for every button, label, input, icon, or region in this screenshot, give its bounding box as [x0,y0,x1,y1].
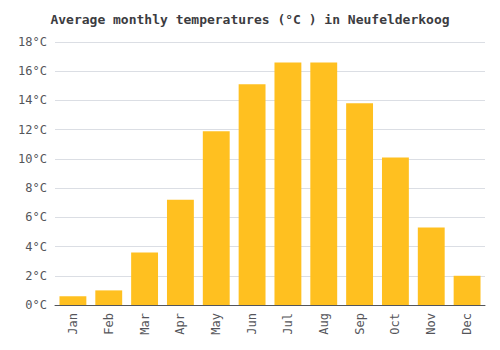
svg-text:10°C: 10°C [18,152,47,166]
svg-text:Apr: Apr [173,313,187,335]
svg-text:Mar: Mar [138,313,152,335]
svg-text:Sep: Sep [353,313,367,335]
svg-text:May: May [209,313,223,335]
svg-text:12°C: 12°C [18,123,47,137]
svg-text:Nov: Nov [424,313,438,335]
svg-text:Jan: Jan [66,313,80,335]
svg-text:Aug: Aug [317,313,331,335]
svg-text:Average monthly temperatures (: Average monthly temperatures (°C ) in Ne… [50,12,449,27]
svg-text:8°C: 8°C [25,181,47,195]
svg-text:16°C: 16°C [18,64,47,78]
svg-text:6°C: 6°C [25,210,47,224]
svg-text:Jul: Jul [281,313,295,335]
svg-text:Feb: Feb [102,313,116,335]
svg-text:4°C: 4°C [25,240,47,254]
svg-text:14°C: 14°C [18,93,47,107]
svg-text:Jun: Jun [245,313,259,335]
svg-text:Dec: Dec [460,313,474,335]
svg-text:0°C: 0°C [25,298,47,312]
svg-text:Oct: Oct [388,313,402,335]
svg-text:18°C: 18°C [18,35,47,49]
svg-text:2°C: 2°C [25,269,47,283]
